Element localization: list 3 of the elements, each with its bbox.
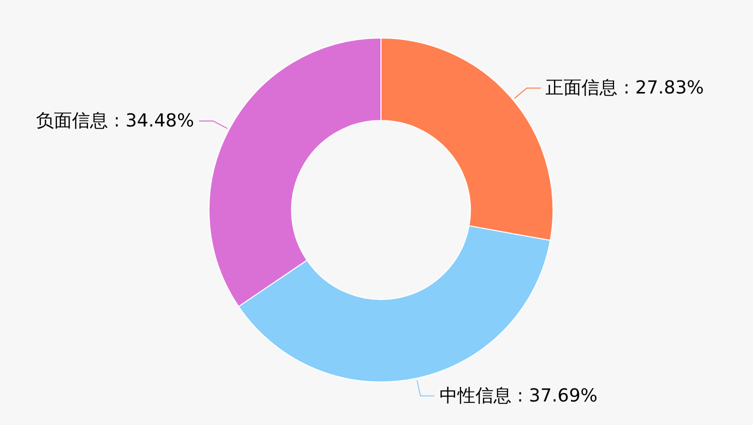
- slice-label: 正面信息 : 27.83%: [546, 78, 704, 99]
- slice-label: 负面信息 : 34.48%: [36, 110, 194, 132]
- slice-label: 中性信息 : 37.69%: [439, 385, 598, 406]
